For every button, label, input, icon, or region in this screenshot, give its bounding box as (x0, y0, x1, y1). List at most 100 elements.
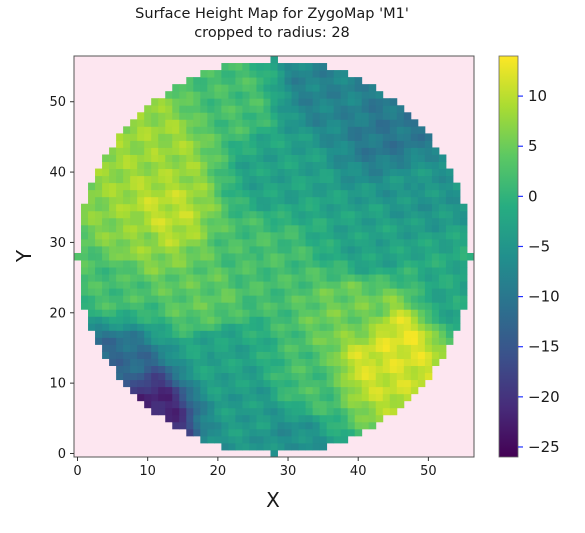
heatmap-cell (446, 309, 453, 316)
heatmap-cell (256, 443, 263, 450)
heatmap-cell (327, 351, 334, 358)
heatmap-cell (306, 154, 313, 161)
heatmap-cell (432, 330, 439, 337)
heatmap-cell (179, 253, 186, 260)
heatmap-cell (432, 154, 439, 161)
heatmap-cell (200, 267, 207, 274)
heatmap-cell (249, 176, 256, 183)
heatmap-cell (439, 330, 446, 337)
heatmap-cell (278, 77, 285, 84)
heatmap-cell (179, 373, 186, 380)
heatmap-cell (369, 323, 376, 330)
heatmap-cell (411, 387, 418, 394)
heatmap-cell (207, 176, 214, 183)
heatmap-cell (200, 422, 207, 429)
heatmap-cell (256, 387, 263, 394)
heatmap-cell (256, 211, 263, 218)
heatmap-cell (362, 408, 369, 415)
heatmap-cell (313, 77, 320, 84)
heatmap-cell (270, 63, 277, 70)
heatmap-cell (207, 316, 214, 323)
heatmap-cell (285, 260, 292, 267)
heatmap-cell (270, 56, 277, 63)
heatmap-cell (334, 260, 341, 267)
heatmap-cell (432, 197, 439, 204)
heatmap-cell (299, 401, 306, 408)
heatmap-cell (214, 84, 221, 91)
heatmap-cell (334, 415, 341, 422)
heatmap-cell (235, 77, 242, 84)
heatmap-cell (256, 169, 263, 176)
heatmap-cell (313, 415, 320, 422)
heatmap-cell (446, 337, 453, 344)
heatmap-cell (158, 197, 165, 204)
heatmap-cell (228, 316, 235, 323)
heatmap-cell (341, 359, 348, 366)
heatmap-cell (186, 190, 193, 197)
heatmap-cell (439, 204, 446, 211)
heatmap-cell (221, 63, 228, 70)
heatmap-cell (88, 281, 95, 288)
heatmap-cell (228, 422, 235, 429)
heatmap-cell (158, 183, 165, 190)
heatmap-cell (235, 232, 242, 239)
heatmap-cell (207, 70, 214, 77)
heatmap-cell (256, 359, 263, 366)
heatmap-cell (425, 366, 432, 373)
heatmap-cell (186, 401, 193, 408)
heatmap-cell (397, 162, 404, 169)
heatmap-cell (313, 112, 320, 119)
colorbar-tick-label: −25 (528, 438, 560, 456)
heatmap-cell (320, 91, 327, 98)
heatmap-cell (144, 190, 151, 197)
heatmap-cell (425, 330, 432, 337)
heatmap-cell (404, 154, 411, 161)
heatmap-cell (228, 84, 235, 91)
heatmap-cell (348, 239, 355, 246)
heatmap-cell (235, 204, 242, 211)
heatmap-cell (81, 232, 88, 239)
heatmap-cell (172, 309, 179, 316)
heatmap-cell (285, 133, 292, 140)
heatmap-cell (327, 140, 334, 147)
heatmap-cell (334, 211, 341, 218)
heatmap-cell (313, 260, 320, 267)
heatmap-cell (116, 232, 123, 239)
heatmap-cell (278, 176, 285, 183)
heatmap-cell (292, 394, 299, 401)
heatmap-cell (263, 204, 270, 211)
heatmap-cell (137, 316, 144, 323)
heatmap-cell (144, 309, 151, 316)
heatmap-cell (221, 218, 228, 225)
heatmap-cell (179, 281, 186, 288)
heatmap-cell (278, 260, 285, 267)
colorbar-tick-label: −15 (528, 338, 560, 356)
heatmap-cell (249, 70, 256, 77)
heatmap-cell (172, 387, 179, 394)
heatmap-cell (285, 84, 292, 91)
heatmap-cell (116, 211, 123, 218)
heatmap-cell (102, 183, 109, 190)
heatmap-cell (397, 147, 404, 154)
heatmap-cell (439, 302, 446, 309)
heatmap-cell (172, 295, 179, 302)
heatmap-cell (425, 218, 432, 225)
heatmap-cell (179, 267, 186, 274)
heatmap-cell (179, 204, 186, 211)
heatmap-cell (425, 169, 432, 176)
heatmap-cell (165, 183, 172, 190)
heatmap-cell (334, 253, 341, 260)
heatmap-cell (404, 316, 411, 323)
heatmap-cell (207, 225, 214, 232)
heatmap-cell (88, 302, 95, 309)
heatmap-cell (235, 140, 242, 147)
heatmap-cell (383, 260, 390, 267)
heatmap-cell (207, 246, 214, 253)
heatmap-cell (334, 295, 341, 302)
heatmap-cell (341, 373, 348, 380)
heatmap-cell (88, 211, 95, 218)
heatmap-cell (186, 316, 193, 323)
heatmap-cell (137, 253, 144, 260)
heatmap-cell (116, 274, 123, 281)
heatmap-cell (158, 260, 165, 267)
